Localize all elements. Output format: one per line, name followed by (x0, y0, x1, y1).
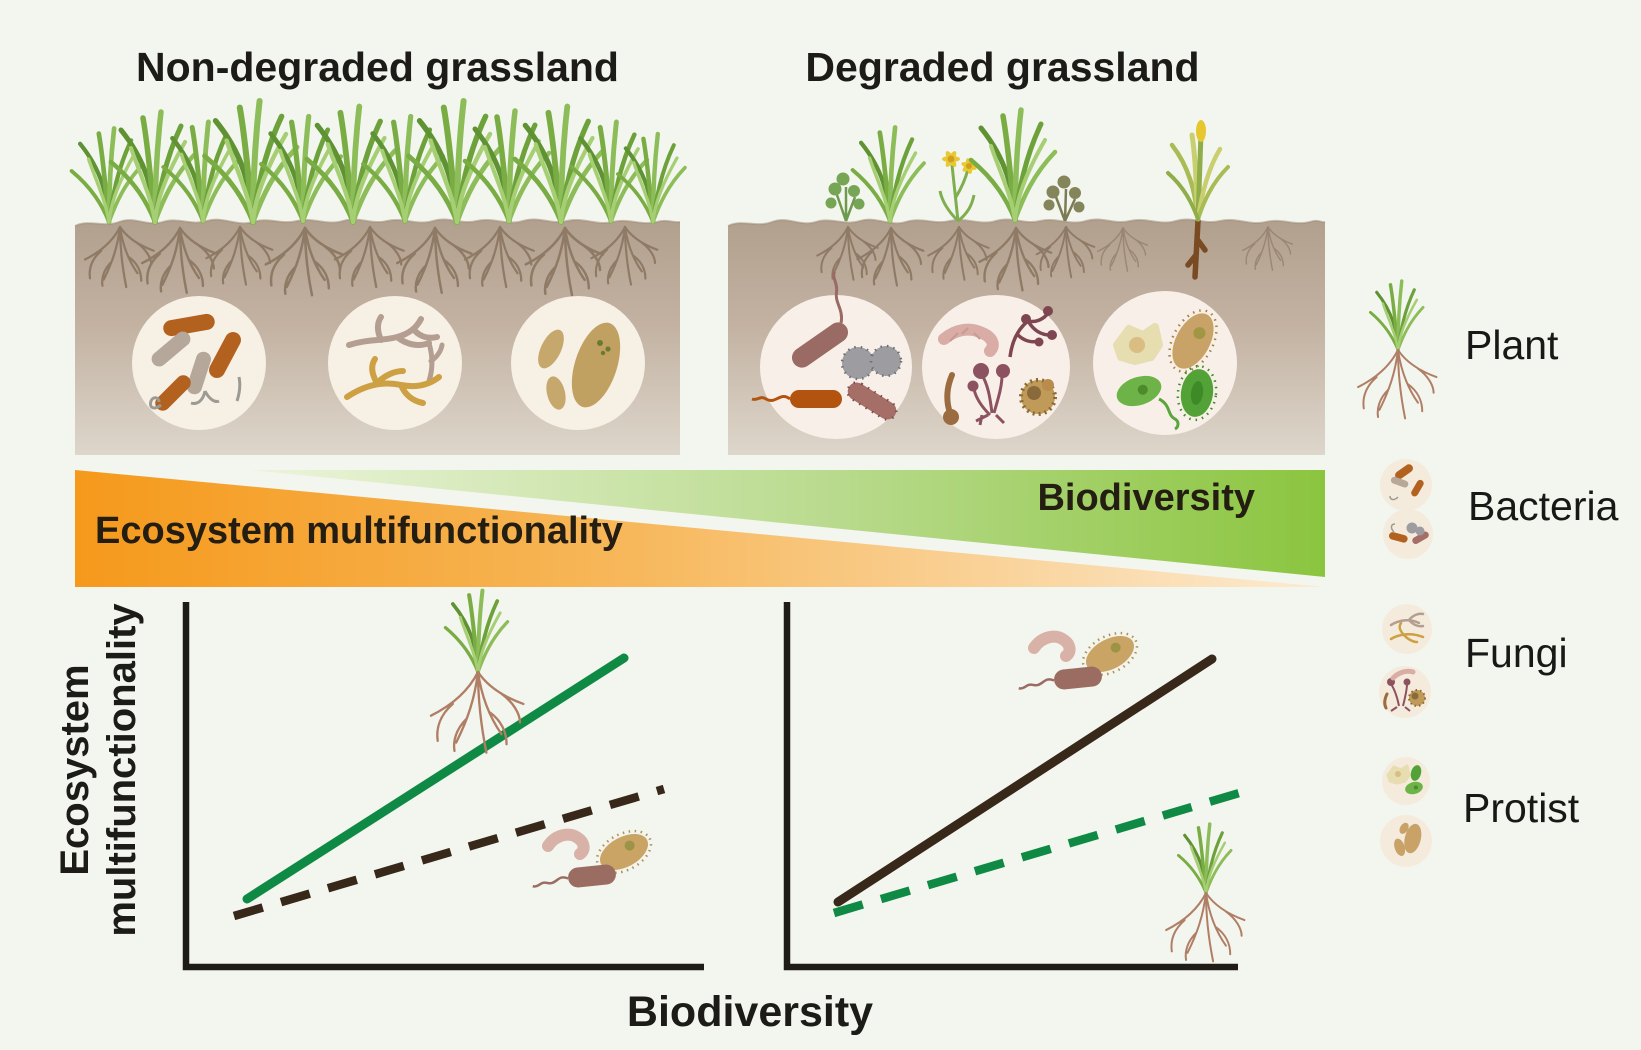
multifunctionality-wedge-label: Ecosystem multifunctionality (95, 510, 623, 552)
gradient-wedges (75, 470, 1325, 587)
protist-inset-circle (1093, 291, 1237, 435)
non-degraded-panel-title: Non-degraded grassland (136, 44, 619, 90)
fungal-structures (938, 306, 1057, 426)
plant-solid-line (242, 653, 629, 904)
sparse-vegetation (825, 110, 1230, 280)
protist-inset-circle (511, 296, 645, 430)
protist-cells (538, 322, 621, 410)
degraded-panel-art (727, 110, 1326, 455)
fungi-inset-circle (922, 295, 1070, 439)
right-plot (783, 602, 1248, 971)
bacteria-icon (1017, 624, 1144, 694)
legend-label-protist: Protist (1463, 785, 1580, 831)
non-degraded-panel-art (72, 101, 685, 455)
x-axis-label: Biodiversity (626, 988, 874, 1036)
biodiversity-wedge-label: Biodiversity (1037, 477, 1255, 519)
round-leaf-shrub-icon (825, 172, 865, 222)
right-plot-axes (783, 602, 1238, 971)
bacteria-solid-line (833, 654, 1217, 907)
dense-grass-row (72, 101, 685, 222)
left-plot (182, 591, 704, 971)
bacteria-cells (149, 313, 242, 411)
olive-shrub-icon (1043, 175, 1085, 222)
fungi-icon (1379, 604, 1432, 718)
plant-dashed-line (832, 786, 1248, 918)
y-axis-label: Ecosystem multifunctionality (52, 570, 168, 970)
protist-cells (1113, 309, 1218, 431)
bacteria-icon (1380, 459, 1433, 559)
bacteria-dashed-line (232, 784, 666, 921)
bacteria-inset-circle (751, 270, 912, 439)
multifunctionality-wedge (75, 470, 1325, 587)
biodiversity-wedge (250, 470, 1325, 577)
plant-icon (1166, 824, 1244, 961)
legend-label-bacteria: Bacteria (1468, 483, 1619, 529)
y-axis-label-line1: Ecosystem (53, 664, 97, 876)
bacteria-cells (751, 270, 903, 421)
fungal-hyphae (344, 314, 445, 406)
degraded-panel-title: Degraded grassland (805, 44, 1200, 90)
y-axis-label-line2: multifunctionality (100, 603, 145, 937)
bacteria-inset-circle (132, 296, 266, 430)
soil-surface-line (727, 218, 1326, 227)
dry-tuft-with-taproot-icon (1166, 120, 1230, 280)
yellow-flower-plant-icon (938, 151, 977, 223)
legend-label-fungi: Fungi (1465, 630, 1568, 676)
plant-icon (1358, 281, 1436, 418)
soil-surface-line (74, 218, 681, 227)
flower-blossom (942, 151, 960, 167)
bacteria-icon (531, 822, 658, 892)
legend-label-plant: Plant (1465, 322, 1559, 368)
fungi-inset-circle (328, 296, 462, 430)
protist-icon (1380, 757, 1432, 867)
left-plot-axes (182, 602, 704, 971)
legend-icons (1358, 281, 1436, 867)
